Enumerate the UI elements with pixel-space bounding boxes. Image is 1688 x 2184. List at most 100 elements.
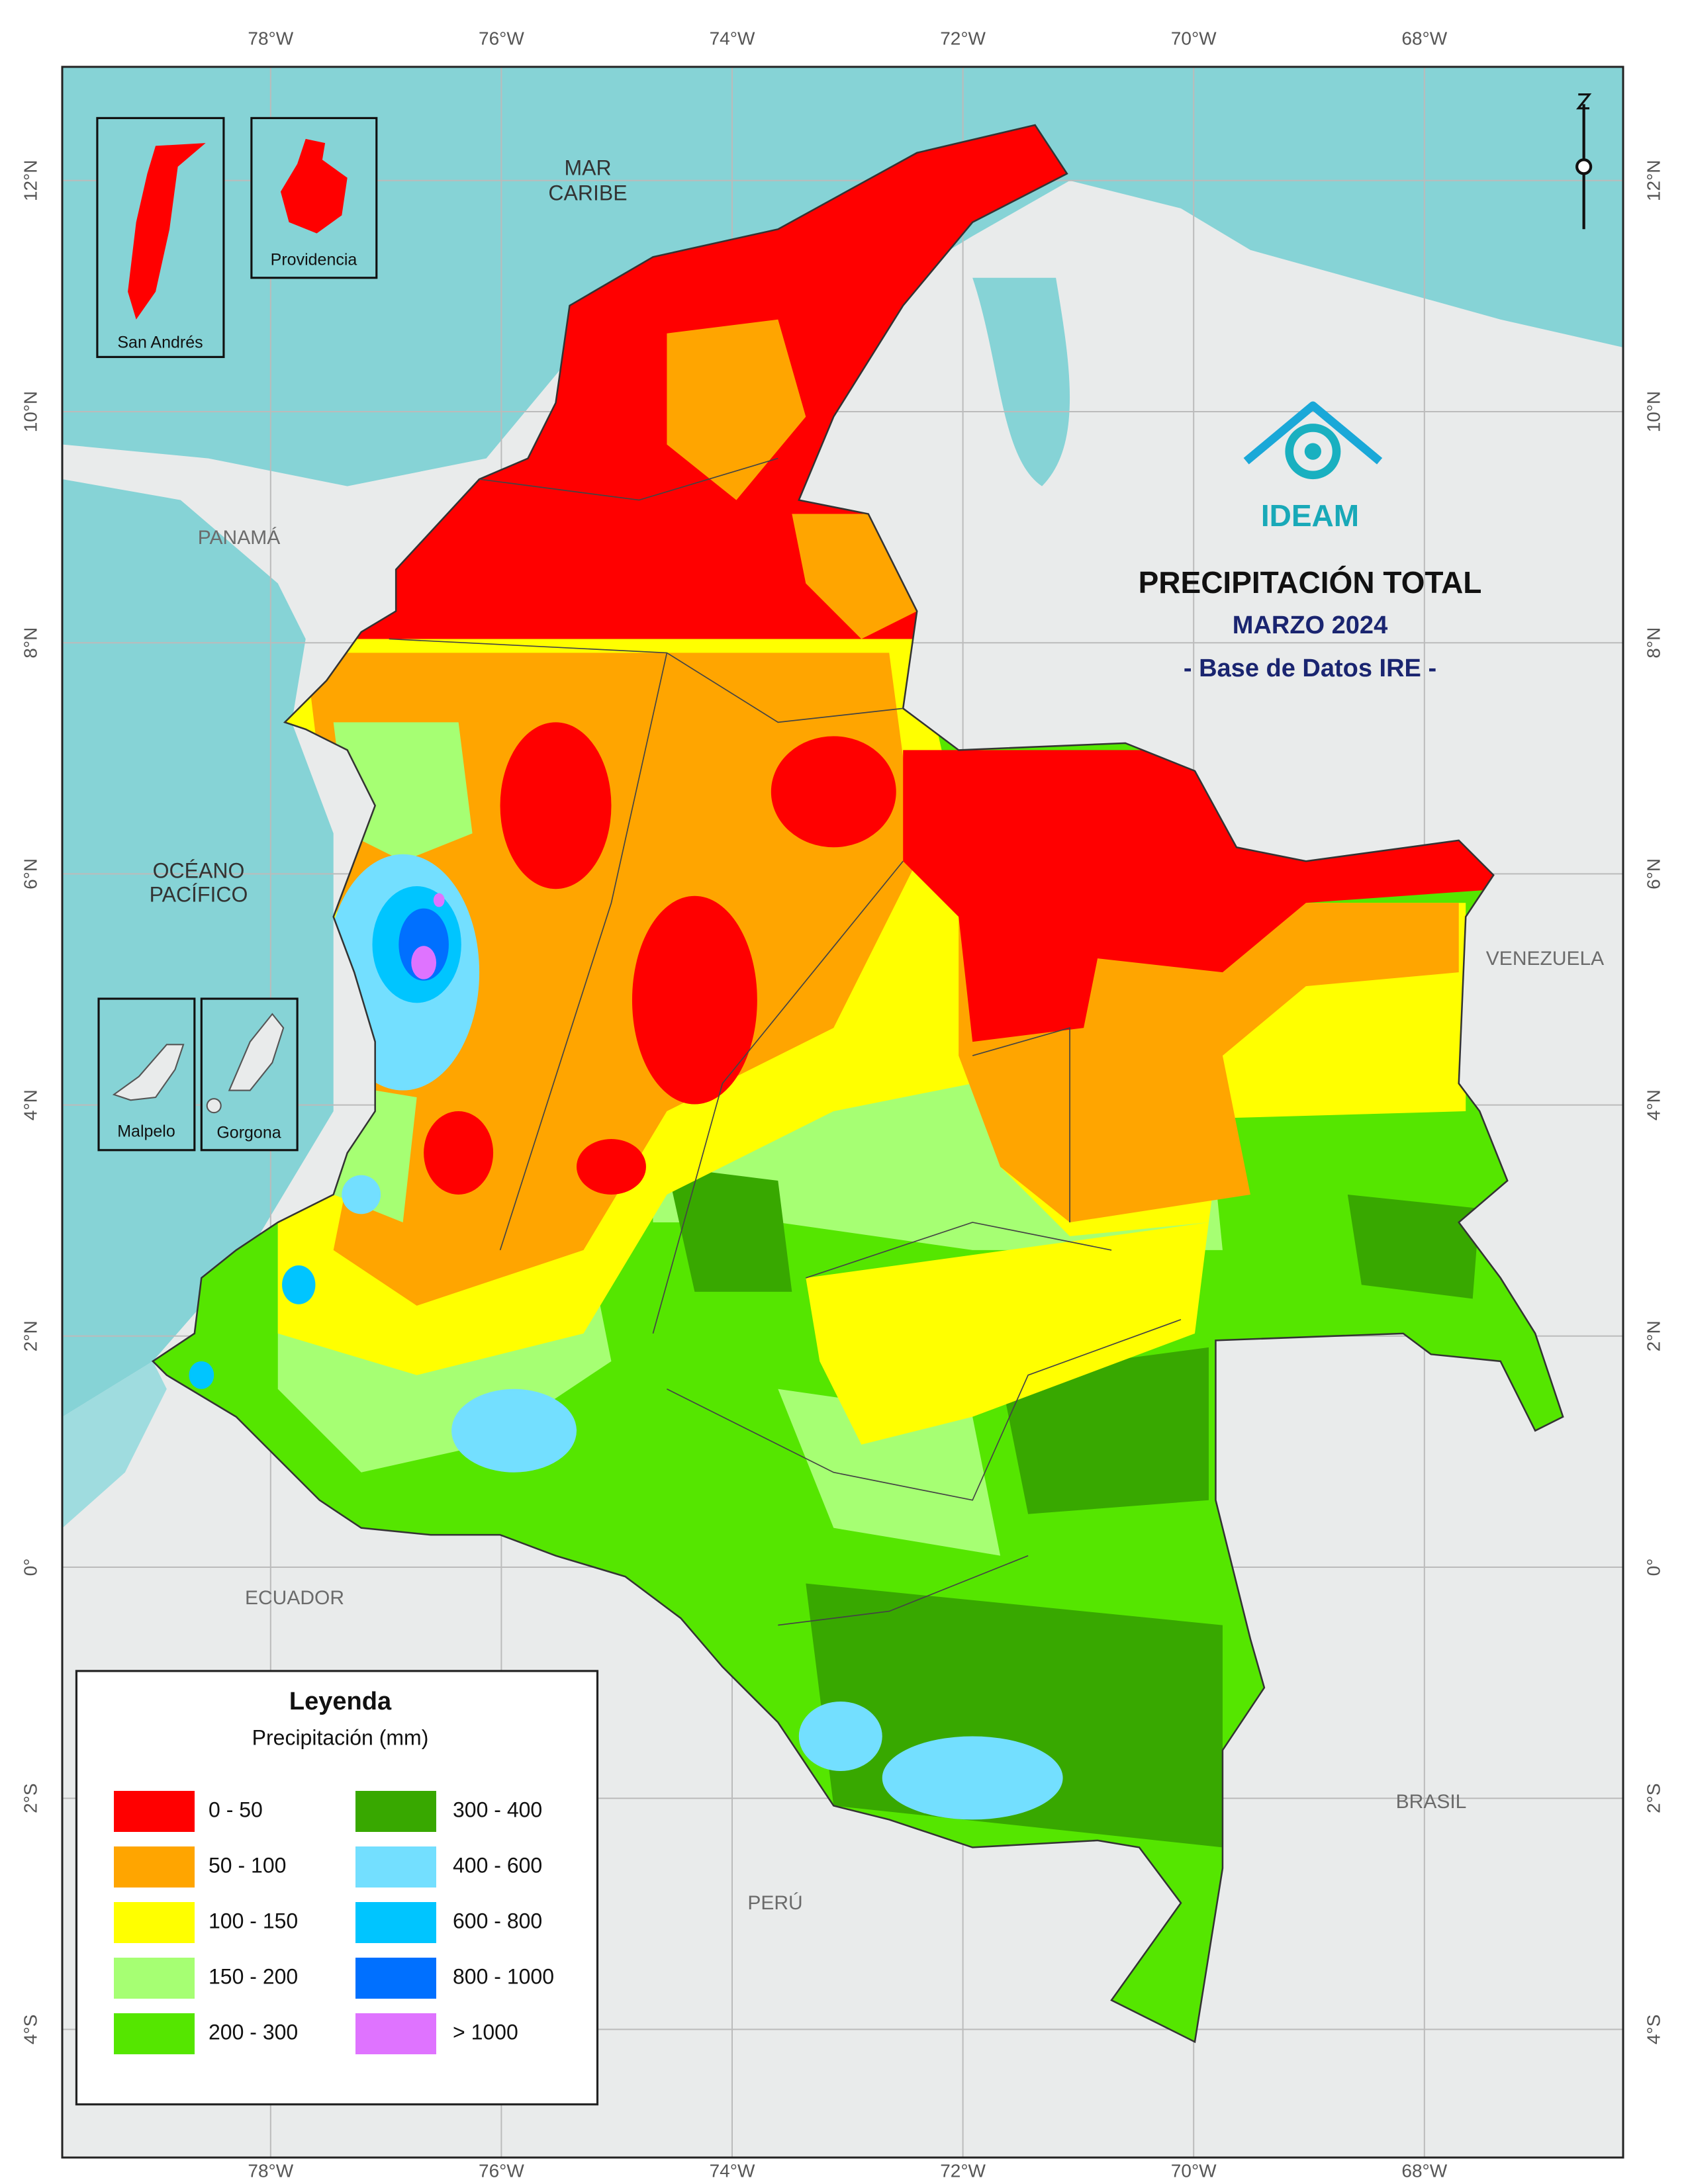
lat-label: 2°S bbox=[1643, 1783, 1664, 1813]
zone bbox=[1000, 1347, 1209, 1514]
zone bbox=[667, 1166, 792, 1292]
lon-label: 74°W bbox=[710, 2160, 755, 2181]
lon-label: 78°W bbox=[248, 28, 293, 48]
legend-swatch bbox=[355, 1791, 436, 1832]
lat-label: 4°N bbox=[1643, 1089, 1664, 1120]
lon-label: 68°W bbox=[1401, 28, 1447, 48]
sea-label: OCÉANO bbox=[153, 858, 245, 882]
country-label: PANAMÁ bbox=[198, 527, 280, 549]
legend-swatch bbox=[355, 2013, 436, 2054]
legend-label: 300 - 400 bbox=[453, 1797, 542, 1821]
department-borders bbox=[389, 457, 1182, 1626]
legend-label: 800 - 1000 bbox=[453, 1964, 554, 1988]
lat-label: 6°N bbox=[1643, 858, 1664, 889]
lon-label: 70°W bbox=[1171, 2160, 1217, 2181]
zone bbox=[1347, 1194, 1480, 1299]
legend-subtitle: Precipitación (mm) bbox=[252, 1725, 429, 1749]
lon-label: 72°W bbox=[940, 28, 986, 48]
inset-label: Malpelo bbox=[117, 1122, 175, 1141]
coastal-water bbox=[62, 1361, 167, 1528]
legend-swatch bbox=[114, 1902, 195, 1943]
zone bbox=[189, 1361, 214, 1389]
zone bbox=[500, 722, 612, 889]
lat-label: 6°N bbox=[20, 858, 40, 889]
zone bbox=[771, 736, 896, 848]
legend-label: 0 - 50 bbox=[209, 1797, 263, 1821]
zone bbox=[424, 1111, 494, 1195]
legend-swatch bbox=[355, 1846, 436, 1888]
lat-label: 10°N bbox=[20, 391, 40, 433]
zone bbox=[632, 895, 757, 1105]
legend-label: 100 - 150 bbox=[209, 1909, 298, 1933]
logo-swirl bbox=[1304, 443, 1321, 460]
logo-swirl bbox=[1285, 424, 1341, 480]
legend-swatch bbox=[114, 1846, 195, 1888]
inset-island bbox=[112, 1044, 185, 1101]
lat-label: 4°S bbox=[20, 2015, 40, 2044]
lat-label: 2°S bbox=[20, 1783, 40, 1813]
legend-swatch bbox=[114, 1958, 195, 1999]
zone bbox=[342, 1175, 381, 1214]
sea-label: MAR bbox=[564, 156, 611, 179]
lat-label: 4°N bbox=[20, 1089, 40, 1120]
zone bbox=[798, 1702, 882, 1771]
lat-label: 2°N bbox=[20, 1320, 40, 1351]
lat-label: 4°S bbox=[1643, 2015, 1664, 2044]
title: PRECIPITACIÓN TOTAL bbox=[1139, 565, 1482, 600]
legend-swatch bbox=[355, 1902, 436, 1943]
sea-label: CARIBE bbox=[548, 181, 627, 205]
zone bbox=[806, 1222, 1209, 1445]
logo-text: IDEAM bbox=[1261, 498, 1359, 533]
map-frame bbox=[61, 66, 1624, 2159]
zone bbox=[433, 893, 445, 907]
lat-label: 0° bbox=[20, 1559, 40, 1576]
inset-label: Gorgona bbox=[216, 1124, 281, 1142]
lon-label: 76°W bbox=[479, 2160, 524, 2181]
legend-label: 200 - 300 bbox=[209, 2020, 298, 2044]
country-label: VENEZUELA bbox=[1486, 948, 1604, 970]
zone bbox=[778, 1388, 1001, 1556]
lat-label: 12°N bbox=[1643, 160, 1664, 202]
legend-label: 600 - 800 bbox=[453, 1909, 542, 1933]
pacific-ocean bbox=[62, 479, 334, 1417]
inset-island bbox=[228, 1013, 285, 1091]
zone bbox=[451, 1388, 577, 1473]
zone bbox=[282, 1265, 316, 1304]
sea-label: PACÍFICO bbox=[150, 882, 248, 906]
maracaibo-lake bbox=[972, 277, 1070, 486]
zone bbox=[577, 1139, 646, 1195]
lat-label: 2°N bbox=[1643, 1320, 1664, 1351]
north-arrow bbox=[1575, 93, 1592, 110]
legend-swatch bbox=[114, 2013, 195, 2054]
legend-label: 50 - 100 bbox=[209, 1853, 286, 1877]
lat-label: 0° bbox=[1643, 1559, 1664, 1576]
lat-label: 8°N bbox=[1643, 627, 1664, 659]
legend-label: > 1000 bbox=[453, 2020, 518, 2044]
zone bbox=[667, 319, 806, 500]
legend-label: 400 - 600 bbox=[453, 1853, 542, 1877]
lon-label: 70°W bbox=[1171, 28, 1217, 48]
lon-label: 78°W bbox=[248, 2160, 293, 2181]
country-label: ECUADOR bbox=[245, 1587, 344, 1609]
lon-label: 68°W bbox=[1401, 2160, 1447, 2181]
lon-label: 74°W bbox=[710, 28, 755, 48]
lat-label: 8°N bbox=[20, 627, 40, 659]
country-label: BRASIL bbox=[1396, 1791, 1467, 1813]
north-arrow bbox=[1575, 158, 1593, 175]
inset-island bbox=[206, 1098, 222, 1114]
zone bbox=[411, 946, 437, 979]
inset-island bbox=[280, 138, 348, 234]
legend-title: Leyenda bbox=[289, 1688, 392, 1715]
inset-label: San Andrés bbox=[117, 334, 203, 352]
legend-swatch bbox=[114, 1791, 195, 1832]
lat-label: 12°N bbox=[20, 160, 40, 202]
lon-label: 72°W bbox=[940, 2160, 986, 2181]
zone bbox=[882, 1736, 1063, 1820]
country-label: PERÚ bbox=[747, 1892, 802, 1914]
lon-label: 76°W bbox=[479, 28, 524, 48]
lat-label: 10°N bbox=[1643, 391, 1664, 433]
inset-island bbox=[128, 143, 206, 320]
legend-swatch bbox=[355, 1958, 436, 1999]
